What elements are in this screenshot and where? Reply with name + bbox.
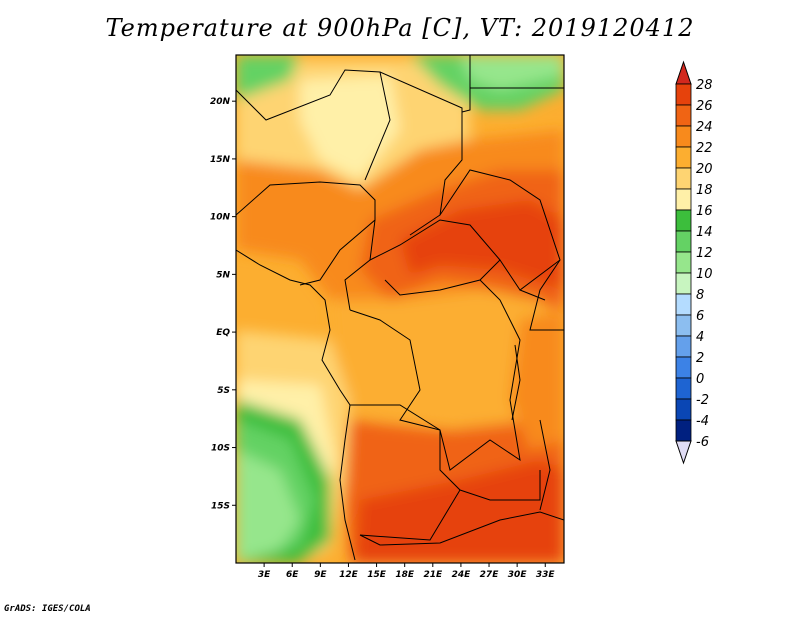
x-tick-label: 12E [339, 570, 359, 580]
colorbar-label: 22 [696, 141, 713, 156]
colorbar-swatch [675, 230, 692, 253]
zone-sahara-core [300, 75, 400, 180]
colorbar-swatch [675, 377, 692, 400]
colorbar-swatch [675, 146, 692, 169]
colorbar-label: 0 [696, 372, 704, 387]
colorbar-label: 12 [696, 246, 713, 261]
colorbar-swatch [675, 293, 692, 316]
map-frame [235, 54, 565, 564]
border-drc [349, 279, 521, 471]
colorbar-swatch [675, 167, 692, 190]
colorbar-swatch [675, 125, 692, 148]
border-south [359, 511, 564, 546]
border-east-africa [519, 259, 564, 331]
chart-title: Temperature at 900hPa [C], VT: 201912041… [105, 14, 695, 42]
colorbar-swatch [675, 335, 692, 358]
x-tick-label: 33E [536, 570, 556, 580]
border-nigeria [236, 181, 376, 286]
colorbar-swatch [675, 209, 692, 232]
zone-car-core [400, 200, 564, 290]
zone-northwest-green [236, 55, 300, 100]
colorbar-label: -2 [696, 393, 709, 408]
y-tick-label: 5N [216, 270, 230, 280]
colorbar-label: 8 [696, 288, 704, 303]
y-tick-label: 10N [210, 213, 231, 223]
y-tick-label: EQ [216, 328, 230, 338]
colorbar-swatch [675, 398, 692, 421]
x-tick-label: 24E [452, 570, 472, 580]
zone-east-warm [510, 310, 564, 450]
x-tick-label: 18E [395, 570, 415, 580]
zone-south-atlantic-cold [236, 450, 300, 563]
colorbar-swatch [675, 251, 692, 274]
zone-libya-cool [460, 55, 564, 90]
x-tick-label: 30E [508, 570, 528, 580]
border-angola [350, 404, 461, 541]
border-chad-sudan [379, 71, 463, 236]
colorbar-swatch [675, 314, 692, 337]
colorbar-label: 26 [696, 99, 713, 114]
colorbar-label: 14 [696, 225, 713, 240]
y-tick-label: 15S [211, 501, 230, 511]
border-coast-gulf [236, 249, 356, 561]
x-tick-label: 15E [367, 570, 387, 580]
colorbar-swatch [675, 188, 692, 211]
border-niger-north [236, 69, 391, 181]
border-lakes [511, 344, 551, 511]
colorbar-label: 16 [696, 204, 713, 219]
y-tick-label: 10S [211, 444, 230, 454]
colorbar-swatch [675, 419, 692, 442]
x-tick-label: 21E [423, 570, 443, 580]
x-tick-label: 9E [314, 570, 327, 580]
zone-zambia-core [355, 460, 564, 563]
colorbar-label: 20 [696, 162, 713, 177]
colorbar-label: 24 [696, 120, 713, 135]
colorbar-swatch [675, 272, 692, 295]
colorbar-label: -6 [696, 435, 709, 450]
x-tick-label: 27E [480, 570, 500, 580]
x-tick-label: 3E [258, 570, 271, 580]
colorbar-label: 10 [696, 267, 713, 282]
y-tick-label: 5S [217, 386, 230, 396]
colorbar-top-arrow [675, 60, 692, 85]
border-cameroon [344, 219, 376, 311]
colorbar-swatch [675, 104, 692, 127]
border-libya-egypt [461, 55, 471, 113]
colorbar-label: 28 [696, 78, 713, 93]
colorbar-label: 6 [696, 309, 704, 324]
colorbar-bottom-arrow [675, 440, 692, 465]
colorbar-label: 2 [696, 351, 704, 366]
y-tick-label: 15N [210, 155, 231, 165]
zone-congo [330, 290, 540, 430]
x-tick-label: 6E [286, 570, 299, 580]
colorbar-label: 4 [696, 330, 704, 345]
colorbar-label: 18 [696, 183, 713, 198]
grads-credit: GrADS: IGES/COLA [4, 604, 91, 614]
temperature-field [236, 55, 564, 563]
y-tick-label: 20N [210, 97, 231, 107]
colorbar-swatch [675, 356, 692, 379]
map-axes: 3E 6E 9E 12E 15E 18E 21E 24E 27E 30E 33E 20N 15N 10N 5… [210, 97, 556, 580]
border-zambia [459, 470, 541, 501]
colorbar-label: -4 [696, 414, 709, 429]
country-borders [236, 55, 564, 561]
colorbar-swatch [675, 83, 692, 106]
